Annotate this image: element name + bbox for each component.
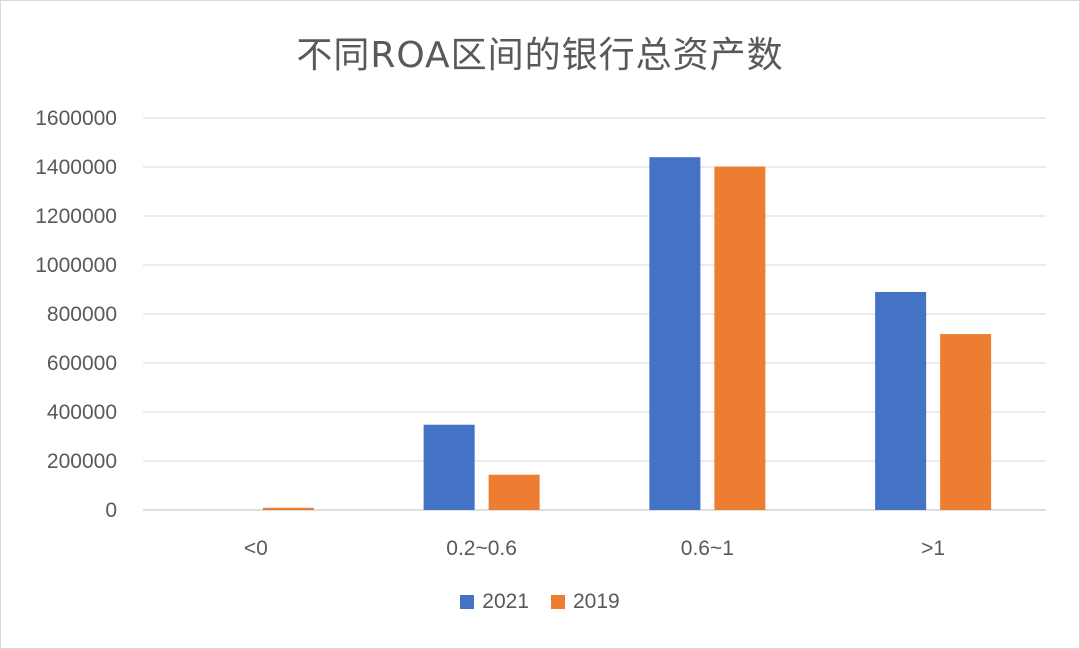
chart-title: 不同ROA区间的银行总资产数: [296, 35, 784, 76]
bar-2019-2[interactable]: [714, 166, 766, 510]
bar-2019-1[interactable]: [488, 474, 540, 510]
bar-2021-2[interactable]: [649, 157, 701, 510]
legend-item-2021[interactable]: 2021: [460, 590, 529, 614]
y-tick-label: 1400000: [35, 156, 117, 179]
y-tick-label: 1600000: [35, 107, 117, 130]
y-tick-label: 600000: [47, 352, 117, 375]
legend-swatch-2021: [460, 595, 475, 609]
x-tick-label: <0: [244, 537, 268, 560]
bar-2021-1[interactable]: [423, 424, 475, 510]
y-tick-label: 400000: [47, 401, 117, 424]
bar-2019-0[interactable]: [262, 507, 314, 510]
bar-2021-3[interactable]: [875, 291, 927, 510]
x-tick-label: 0.2~0.6: [446, 537, 517, 560]
bars: [262, 157, 992, 510]
x-tick-label: 0.6~1: [681, 537, 734, 560]
y-tick-label: 800000: [47, 303, 117, 326]
y-tick-label: 1000000: [35, 254, 117, 277]
y-tick-label: 1200000: [35, 205, 117, 228]
legend-item-2019[interactable]: 2019: [551, 590, 620, 614]
x-axis: <0 0.2~0.6 0.6~1 >1: [244, 537, 945, 560]
legend-label-2021: 2021: [482, 590, 529, 613]
y-tick-label: 0: [105, 499, 117, 522]
legend: 2021 2019: [0, 590, 1080, 614]
bar-2019-3[interactable]: [940, 334, 992, 510]
x-tick-label: >1: [921, 537, 945, 560]
legend-label-2019: 2019: [573, 590, 620, 613]
legend-swatch-2019: [551, 595, 565, 609]
y-axis: 0 200000 400000 600000 800000 1000000 1200000 1…: [35, 107, 117, 522]
y-tick-label: 200000: [47, 450, 117, 473]
